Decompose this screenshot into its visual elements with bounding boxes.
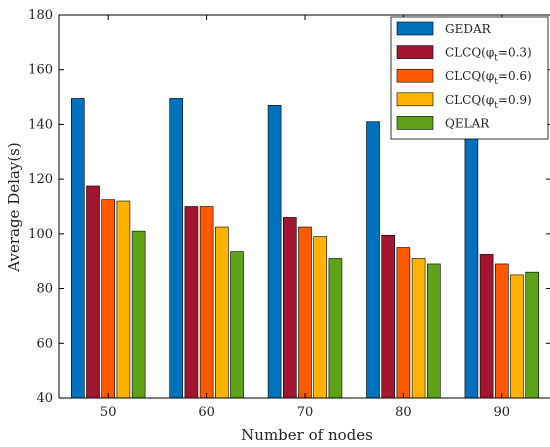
legend-label: CLCQ(φt=0.6) (445, 69, 532, 87)
bar (169, 98, 183, 399)
x-tick-label: 90 (494, 405, 511, 420)
bar (479, 254, 494, 399)
bar (366, 121, 380, 399)
y-tick-label: 120 (28, 172, 53, 187)
x-axis-label: Number of nodes (241, 426, 373, 444)
bar (184, 206, 199, 399)
bar (267, 104, 282, 399)
bar (282, 217, 297, 399)
bar (131, 230, 146, 399)
bar (215, 226, 229, 399)
legend-label: GEDAR (445, 22, 492, 36)
legend-label: QELAR (445, 116, 490, 130)
y-tick-label: 180 (28, 8, 53, 23)
bar (381, 234, 396, 399)
legend-label: CLCQ(φt=0.9) (445, 93, 532, 111)
bar (411, 258, 426, 399)
legend-swatch (396, 92, 434, 107)
x-tick-label: 60 (198, 405, 215, 420)
legend-label: CLCQ(φt=0.3) (445, 46, 532, 64)
bar (313, 236, 328, 399)
bar (298, 226, 312, 399)
bar (525, 271, 540, 399)
bar (230, 251, 244, 399)
bar (199, 206, 214, 399)
y-tick-label: 140 (28, 117, 53, 132)
x-tick-label: 80 (395, 405, 412, 420)
legend-swatch (396, 116, 434, 130)
legend: GEDAR CLCQ(φt=0.3) CLCQ(φt=0.6) CLCQ(φt=0.9… (390, 16, 549, 140)
axes-group: 40 60 80 100 120 140 160 180 50 60 70 80 90 (28, 8, 550, 420)
bar (116, 200, 131, 399)
bar (396, 247, 411, 399)
bar (426, 263, 441, 399)
x-tick-label: 70 (297, 405, 314, 420)
bar (464, 136, 479, 399)
y-tick-label: 100 (28, 227, 53, 242)
bar (494, 263, 509, 399)
y-tick-label: 160 (28, 63, 53, 78)
bar (101, 199, 115, 399)
bar (71, 98, 85, 399)
bars-group (71, 98, 540, 399)
bar (328, 258, 343, 399)
x-tick-label: 50 (100, 405, 117, 420)
bar (510, 274, 524, 399)
y-tick-label: 40 (36, 391, 53, 406)
legend-swatch (396, 45, 434, 59)
legend-swatch (396, 68, 434, 83)
y-tick-label: 80 (36, 282, 53, 297)
legend-swatch (396, 21, 434, 36)
y-axis-label: Average Delay(s) (5, 142, 23, 272)
bar (86, 185, 100, 399)
y-tick-label: 60 (36, 336, 53, 351)
